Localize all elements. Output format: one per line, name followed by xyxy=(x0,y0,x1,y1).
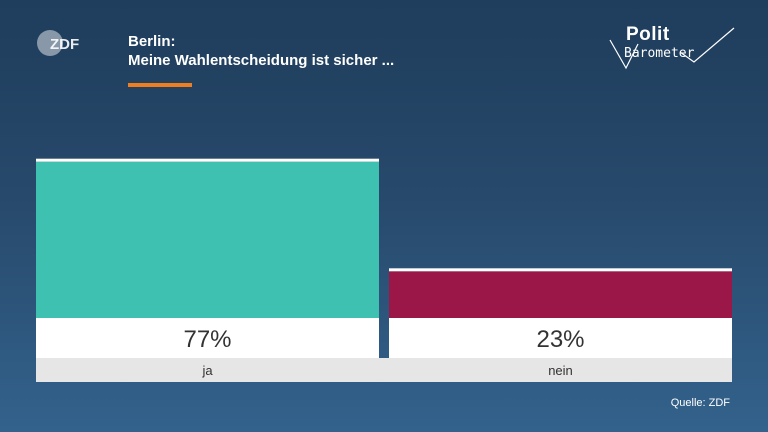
label-strip-joint xyxy=(379,358,389,359)
category-label-nein: nein xyxy=(548,363,573,378)
zdf-logo: ZDF xyxy=(37,30,79,56)
bar-top-line-nein xyxy=(389,268,732,272)
category-label-strip xyxy=(36,358,732,382)
politbarometer-polit: Polit xyxy=(626,24,670,45)
chart-title-line-2: Meine Wahlentscheidung ist sicher ... xyxy=(128,52,395,69)
zdf-logo-circle xyxy=(37,30,63,56)
data-label-nein: 23% xyxy=(536,326,584,353)
data-label-ja: 77% xyxy=(183,326,231,353)
chart-title-line-1: Berlin: xyxy=(128,33,176,50)
politbarometer-barometer: Barometer xyxy=(624,46,695,61)
bar-ja xyxy=(36,161,379,318)
category-label-ja: ja xyxy=(201,363,213,378)
checkmark-icon xyxy=(609,27,735,70)
source-note: Quelle: ZDF xyxy=(670,397,730,409)
value-box-nein xyxy=(389,318,732,358)
title-accent-bar xyxy=(128,83,192,87)
zdf-logo-text: ZDF xyxy=(50,36,79,53)
value-box-ja xyxy=(36,318,379,358)
chart-title-block: Berlin: Meine Wahlentscheidung ist siche… xyxy=(128,32,548,87)
bar-nein xyxy=(389,271,732,318)
bar-top-line-ja xyxy=(36,158,379,162)
politbarometer-logo: Polit Barometer xyxy=(608,22,738,72)
